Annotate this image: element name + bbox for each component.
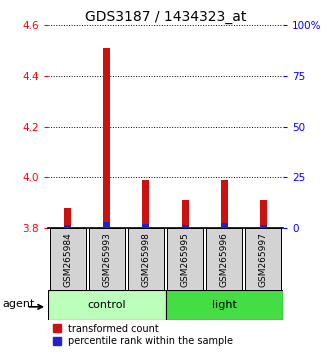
Text: light: light <box>212 300 237 310</box>
Bar <box>260 224 267 228</box>
Bar <box>182 224 189 228</box>
Text: GSM265993: GSM265993 <box>102 232 111 287</box>
Bar <box>103 222 110 228</box>
Bar <box>103 48 110 228</box>
Bar <box>166 290 283 320</box>
Bar <box>64 225 71 228</box>
Bar <box>260 200 267 228</box>
Text: control: control <box>87 300 126 310</box>
Title: GDS3187 / 1434323_at: GDS3187 / 1434323_at <box>85 10 246 24</box>
Bar <box>48 290 166 320</box>
Text: GSM265998: GSM265998 <box>141 232 150 287</box>
Text: GSM265984: GSM265984 <box>63 232 72 287</box>
Text: GSM265995: GSM265995 <box>181 232 190 287</box>
Bar <box>142 180 149 228</box>
Text: GSM265997: GSM265997 <box>259 232 268 287</box>
Bar <box>142 224 149 228</box>
Text: GSM265996: GSM265996 <box>220 232 229 287</box>
Text: agent: agent <box>2 299 35 309</box>
Bar <box>221 180 228 228</box>
Bar <box>167 228 203 290</box>
Legend: transformed count, percentile rank within the sample: transformed count, percentile rank withi… <box>53 324 233 347</box>
Bar <box>221 223 228 228</box>
Bar <box>182 200 189 228</box>
Bar <box>50 228 86 290</box>
Bar <box>64 208 71 228</box>
Bar <box>89 228 125 290</box>
Bar <box>206 228 242 290</box>
Bar <box>128 228 164 290</box>
Bar <box>245 228 281 290</box>
